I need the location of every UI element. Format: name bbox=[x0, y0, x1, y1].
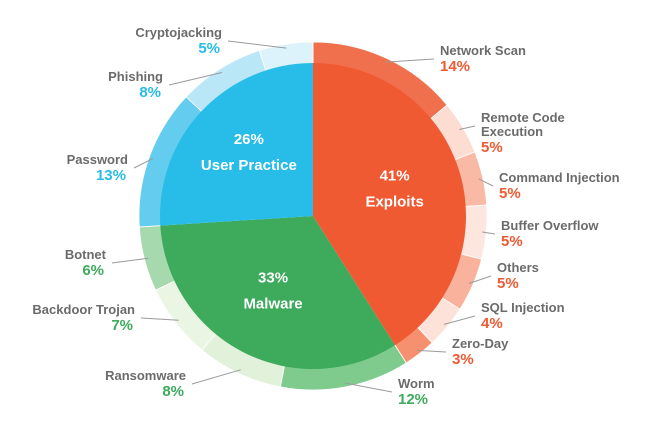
sub-label-cryptojacking: Cryptojacking bbox=[135, 25, 222, 40]
leader-zero-day bbox=[417, 349, 447, 353]
leader-others bbox=[468, 275, 492, 284]
leader-ransomware bbox=[191, 369, 241, 385]
sub-pct-others: 5% bbox=[497, 275, 519, 292]
leader-phishing bbox=[168, 71, 223, 86]
leader-botnet bbox=[111, 257, 149, 264]
sub-pct-password: 13% bbox=[96, 167, 126, 184]
leader-lines bbox=[111, 40, 496, 393]
main-label-exploits: Exploits bbox=[365, 193, 423, 210]
pie-slice-malware bbox=[160, 216, 395, 369]
sub-pct-zero-day: 3% bbox=[452, 351, 474, 368]
leader-remote-code-execution bbox=[459, 125, 476, 130]
sub-label-phishing: Phishing bbox=[108, 69, 163, 84]
sub-pct-buffer-overflow: 5% bbox=[501, 233, 523, 250]
pie-slice-user-practice bbox=[159, 63, 313, 226]
sub-label-remote-code-execution-line-1: Remote Code bbox=[481, 110, 565, 125]
sub-pct-backdoor-trojan: 7% bbox=[111, 317, 133, 334]
sub-pct-command-injection: 5% bbox=[499, 185, 521, 202]
sub-label-remote-code-execution-line-2: Execution bbox=[481, 124, 543, 139]
sub-pct-sql-injection: 4% bbox=[481, 315, 503, 332]
sub-pct-cryptojacking: 5% bbox=[198, 40, 220, 57]
sub-label-network-scan: Network Scan bbox=[440, 43, 526, 58]
leader-cryptojacking bbox=[227, 40, 287, 49]
inner-pie bbox=[159, 63, 466, 369]
leader-command-injection bbox=[478, 178, 494, 187]
sub-label-password: Password bbox=[67, 152, 128, 167]
pie-slice-exploits bbox=[313, 63, 466, 346]
main-pct-malware: 33% bbox=[258, 269, 288, 286]
sub-label-sql-injection: SQL Injection bbox=[481, 300, 565, 315]
sub-label-command-injection: Command Injection bbox=[499, 170, 620, 185]
sub-pct-phishing: 8% bbox=[139, 84, 161, 101]
leader-backdoor-trojan bbox=[140, 317, 179, 321]
main-pct-exploits: 41% bbox=[380, 167, 410, 184]
sub-pct-worm: 12% bbox=[398, 391, 428, 408]
sub-pct-ransomware: 8% bbox=[162, 383, 184, 400]
leader-worm bbox=[344, 382, 393, 393]
leader-buffer-overflow bbox=[482, 231, 496, 235]
sub-label-worm: Worm bbox=[398, 376, 435, 391]
sub-label-botnet: Botnet bbox=[65, 247, 107, 262]
sub-label-buffer-overflow: Buffer Overflow bbox=[501, 218, 599, 233]
sub-pct-remote-code-execution: 5% bbox=[481, 139, 503, 156]
sub-pct-botnet: 6% bbox=[82, 262, 104, 279]
sub-label-backdoor-trojan: Backdoor Trojan bbox=[32, 302, 135, 317]
main-label-malware: Malware bbox=[243, 295, 302, 312]
sub-pct-network-scan: 14% bbox=[440, 58, 470, 75]
sub-label-ransomware: Ransomware bbox=[105, 368, 186, 383]
leader-password bbox=[133, 157, 154, 169]
main-labels: 41% Exploits 33% Malware 26% User Practice bbox=[201, 131, 424, 313]
leader-network-scan bbox=[385, 58, 435, 63]
sub-label-others: Others bbox=[497, 260, 539, 275]
leader-sql-injection bbox=[443, 315, 476, 325]
main-label-user-practice: User Practice bbox=[201, 157, 297, 174]
sub-label-zero-day: Zero-Day bbox=[452, 336, 509, 351]
main-pct-user-practice: 26% bbox=[234, 131, 264, 148]
